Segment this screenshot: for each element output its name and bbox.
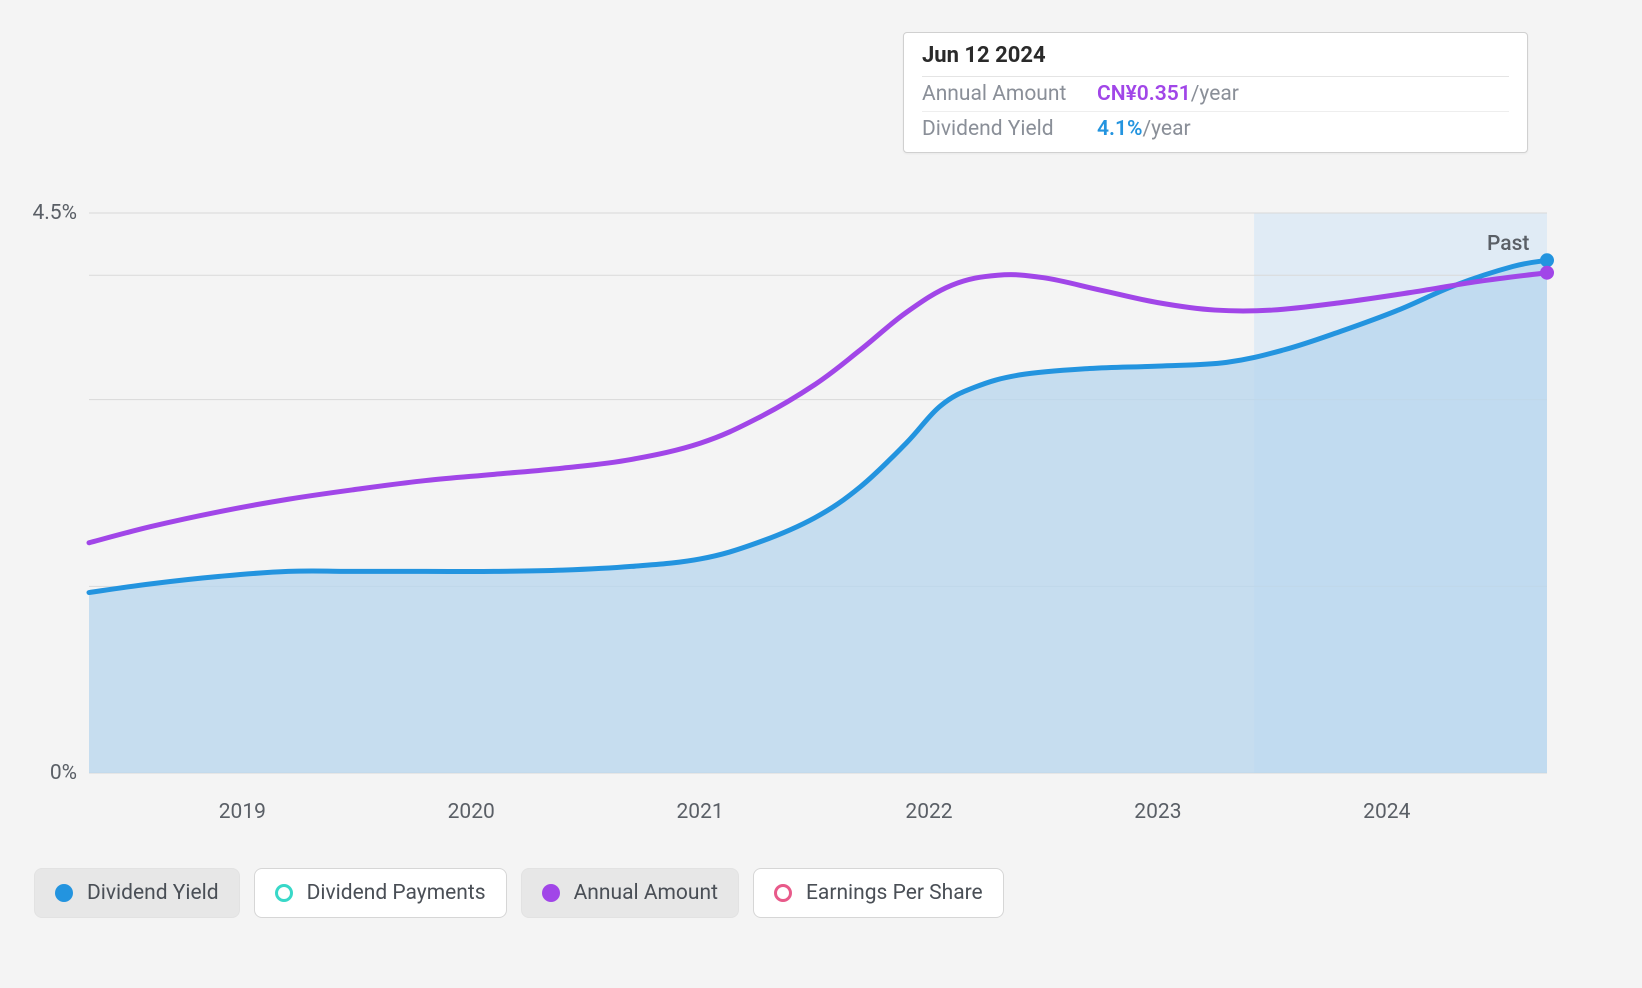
y-tick-label: 4.5% (32, 201, 77, 225)
tooltip-row: Dividend Yield4.1%/year (922, 112, 1509, 146)
legend-item-label: Dividend Payments (307, 881, 486, 905)
x-tick-label: 2022 (905, 800, 952, 824)
tooltip-date: Jun 12 2024 (922, 43, 1509, 77)
legend-item-label: Annual Amount (574, 881, 718, 905)
x-tick-label: 2019 (219, 800, 266, 824)
x-tick-label: 2024 (1363, 800, 1410, 824)
legend-item[interactable]: Annual Amount (521, 868, 739, 918)
legend-item[interactable]: Earnings Per Share (753, 868, 1004, 918)
legend-swatch-icon (55, 884, 73, 902)
y-tick-label: 0% (50, 761, 77, 785)
chart-legend: Dividend Yield Dividend Payments Annual Am… (34, 868, 1004, 918)
tooltip-row: Annual AmountCN¥0.351/year (922, 77, 1509, 112)
legend-swatch-icon (542, 884, 560, 902)
legend-swatch-icon (774, 884, 792, 902)
x-tick-label: 2020 (448, 800, 495, 824)
x-tick-label: 2021 (677, 800, 724, 824)
chart-tooltip: Jun 12 2024 Annual AmountCN¥0.351/yearDi… (903, 32, 1528, 153)
legend-item-label: Earnings Per Share (806, 881, 983, 905)
tooltip-row-value: CN¥0.351/year (1097, 82, 1239, 106)
tooltip-row-label: Annual Amount (922, 82, 1097, 106)
past-label: Past (1487, 232, 1529, 256)
legend-item[interactable]: Dividend Payments (254, 868, 507, 918)
chart-container: 0% 4.5% 2019 2020 2021 2022 2023 2024 Past Jun… (0, 0, 1642, 988)
legend-item-label: Dividend Yield (87, 881, 219, 905)
legend-item[interactable]: Dividend Yield (34, 868, 240, 918)
x-tick-label: 2023 (1134, 800, 1181, 824)
tooltip-row-value: 4.1%/year (1097, 117, 1191, 141)
tooltip-row-label: Dividend Yield (922, 117, 1097, 141)
legend-swatch-icon (275, 884, 293, 902)
